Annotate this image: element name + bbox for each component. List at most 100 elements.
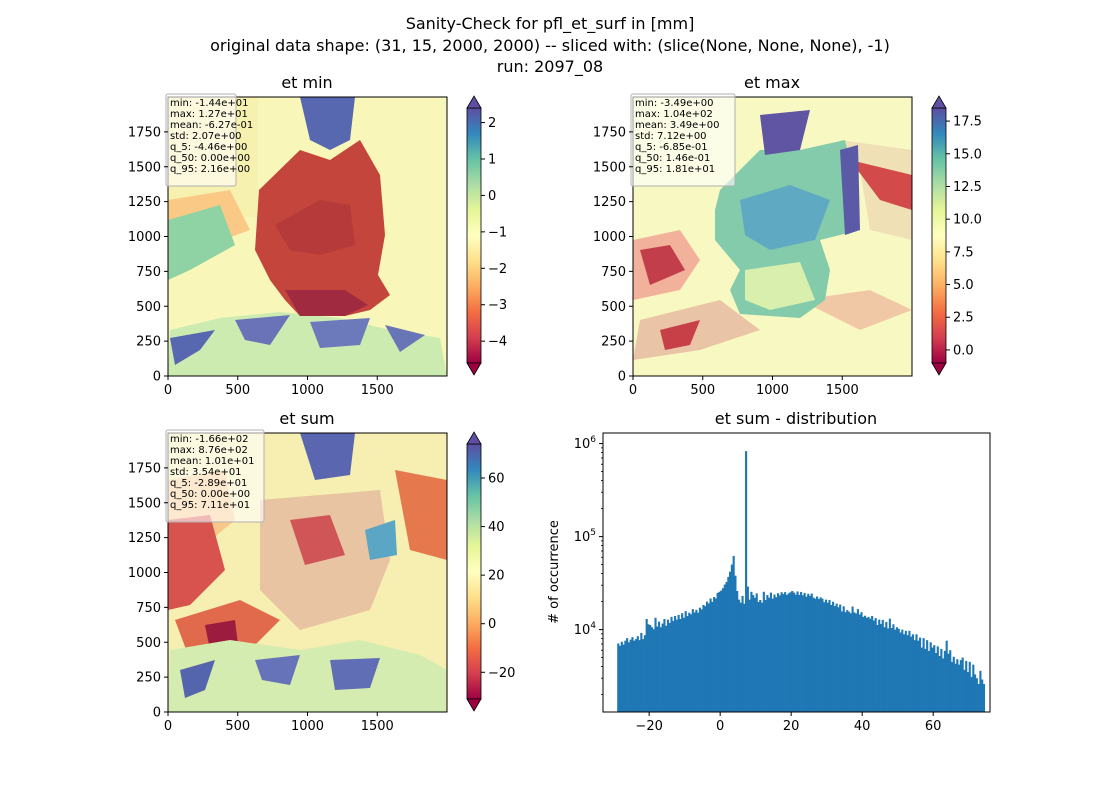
stat-line: q_95: 1.81e+01 xyxy=(635,164,715,175)
x-tick-label: 500 xyxy=(225,383,250,398)
histogram-bar xyxy=(789,592,792,712)
y-tick-label: 1000 xyxy=(128,230,161,245)
histogram-bar xyxy=(762,591,765,712)
histogram-bar xyxy=(689,614,693,712)
histogram-bar xyxy=(626,638,629,712)
colorbar-tick-label: 10.0 xyxy=(953,213,982,228)
stat-line: q_50: 0.00e+00 xyxy=(170,153,250,164)
histogram-bar xyxy=(645,619,648,712)
histogram-bar xyxy=(672,620,675,712)
histogram-bar xyxy=(910,636,913,712)
panel-title: et sum xyxy=(279,409,334,428)
histogram-bar xyxy=(739,602,742,712)
x-tick-label: 60 xyxy=(925,719,942,734)
histogram-bar xyxy=(832,601,835,712)
y-tick-label: 750 xyxy=(601,265,626,280)
histogram-bar xyxy=(766,595,769,712)
histogram-bar xyxy=(650,627,654,712)
histogram-bar xyxy=(977,684,980,712)
histogram-bar xyxy=(862,616,865,712)
histogram-bar xyxy=(745,451,748,712)
x-tick-label: −20 xyxy=(635,719,662,734)
axes-frame xyxy=(602,432,991,713)
histogram-bar xyxy=(970,676,973,712)
stats-box: min: -1.66e+02 max: 8.76e+02 mean: 1.01e… xyxy=(165,429,265,523)
histogram-bar xyxy=(695,609,698,712)
histogram-bar xyxy=(631,637,634,712)
histogram-bar xyxy=(734,575,737,712)
histogram-bar xyxy=(658,621,661,712)
colorbar-tick-label: −2 xyxy=(488,262,507,277)
histogram-bar xyxy=(926,640,929,712)
y-tick-label: 1750 xyxy=(128,125,161,140)
y-tick-label: 0 xyxy=(153,706,161,721)
stat-line: min: -1.66e+02 xyxy=(170,434,249,445)
histogram-bar xyxy=(981,679,984,712)
stat-line: min: -1.44e+01 xyxy=(170,98,249,109)
histogram-bar xyxy=(618,645,622,712)
histogram-bar xyxy=(881,619,884,712)
histogram-bar xyxy=(816,596,819,712)
histogram-bar xyxy=(885,621,888,712)
colorbar-tick-label: 2.5 xyxy=(953,311,974,326)
stat-line: q_50: 0.00e+00 xyxy=(170,489,250,500)
histogram-bar xyxy=(700,609,703,712)
y-tick-label: 1500 xyxy=(128,160,161,175)
histogram-bar xyxy=(938,656,941,712)
y-tick-label: 500 xyxy=(136,636,161,651)
histogram-bar xyxy=(839,604,842,712)
histogram-bar xyxy=(624,640,627,712)
colorbar xyxy=(466,95,482,376)
y-tick-label: 1750 xyxy=(128,461,161,476)
colorbar-tick-label: −4 xyxy=(488,335,507,350)
axis-marks: 0 500 1000 150002505007501000125015001750−4… xyxy=(128,115,982,734)
stat-line: std: 2.07e+00 xyxy=(170,131,242,142)
colorbar-fill xyxy=(931,107,947,364)
histogram-bar xyxy=(702,604,705,712)
histogram-bar xyxy=(947,653,950,712)
histogram-bar xyxy=(753,597,757,712)
histogram-bar xyxy=(835,603,838,712)
histogram-bar xyxy=(769,592,772,712)
x-tick-label: 1500 xyxy=(361,383,394,398)
colorbar-extend-top xyxy=(931,95,947,109)
histogram-bar xyxy=(725,581,728,712)
histogram-bar xyxy=(732,555,735,712)
histogram-bar xyxy=(894,629,897,712)
histogram-bar xyxy=(720,590,723,712)
histogram-bar xyxy=(963,669,966,712)
stat-line: q_5: -6.85e-01 xyxy=(635,142,708,153)
histogram-bar xyxy=(826,602,829,712)
stats-box: min: -3.49e+00 max: 1.04e+02 mean: 3.49e… xyxy=(630,93,736,187)
histogram-bar xyxy=(784,592,787,712)
histogram-bar xyxy=(796,591,799,712)
histogram-bar xyxy=(855,613,858,712)
heatmap-image xyxy=(168,97,447,376)
histogram-bar xyxy=(801,595,804,712)
histogram-bar xyxy=(842,606,845,712)
colorbar-extend-bottom xyxy=(466,698,482,712)
x-tick-label: 500 xyxy=(690,383,715,398)
histogram-bar xyxy=(950,661,954,712)
histogram-bar xyxy=(803,592,806,712)
histogram-bar xyxy=(810,593,813,712)
histogram-bar xyxy=(913,640,916,712)
colorbar-tick-label: 40 xyxy=(488,520,505,535)
histogram-bar xyxy=(638,640,641,712)
histogram-bar xyxy=(741,595,744,712)
histogram-bar xyxy=(847,611,851,712)
y-tick-label: 250 xyxy=(136,671,161,686)
histogram-bar xyxy=(823,602,826,712)
y-tick-label: 1250 xyxy=(128,195,161,210)
colorbar-tick-label: 0 xyxy=(488,617,496,632)
histogram-bar xyxy=(856,609,859,712)
histogram-bar xyxy=(808,595,812,712)
histogram-bar xyxy=(711,601,714,712)
histogram-bar xyxy=(906,635,909,712)
histogram-bar xyxy=(966,672,970,712)
histogram-bar xyxy=(679,619,682,712)
panel-et-sum: et sum min: -1.66e+02 max: 8.76e+02 mean… xyxy=(165,409,482,713)
colorbar-tick-label: 15.0 xyxy=(953,147,982,162)
histogram-bar xyxy=(979,670,982,712)
